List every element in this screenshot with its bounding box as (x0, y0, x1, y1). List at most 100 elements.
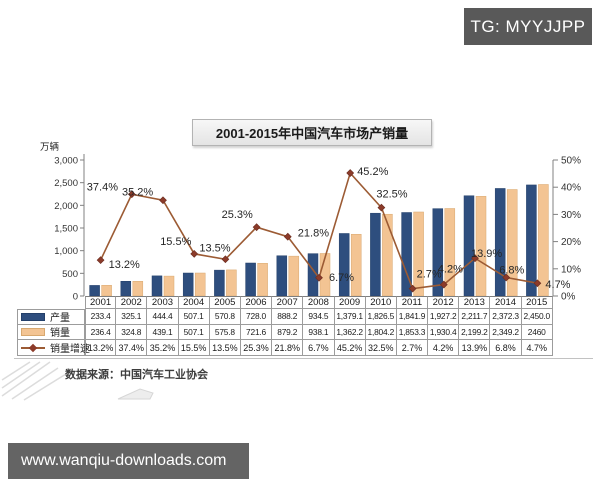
left-axis-tick-label: 3,000 (54, 156, 78, 167)
right-axis-tick-label: 50% (561, 156, 581, 167)
table-value: 15.5% (180, 342, 207, 353)
table-value: 507.1 (183, 311, 204, 322)
bar-production (151, 275, 163, 297)
growth-value-cell: 25.3% (240, 340, 273, 356)
table-value: 570.8 (214, 311, 235, 322)
year-header-cell: 2015 (521, 296, 553, 309)
growth-line-marker (315, 273, 323, 282)
production-value-cell: 1,826.5 (365, 309, 397, 325)
production-value-cell: 2,372.3 (490, 309, 522, 325)
bar-production (463, 195, 475, 297)
right-axis-tick-label: 30% (561, 210, 581, 221)
growth-point-label: 25.3% (222, 209, 253, 221)
bar-sales (350, 233, 362, 297)
year-label: 2009 (339, 297, 361, 308)
sales-value-cell: 324.8 (116, 324, 148, 340)
sales-value-cell: 2,199.2 (459, 324, 491, 340)
sales-value-cell: 1,362.2 (334, 324, 366, 340)
production-value-cell: 1,841.9 (396, 309, 429, 325)
growth-line-marker (533, 279, 542, 288)
table-value: 4.7% (526, 342, 547, 353)
production-value-cell: 570.8 (209, 309, 241, 325)
growth-value-cell: 13.9% (459, 340, 491, 356)
growth-line-marker (283, 232, 292, 241)
year-label: 2004 (183, 297, 205, 308)
table-value: 1,853.3 (398, 326, 426, 337)
table-value: 728.0 (246, 311, 267, 322)
table-value: 6.8% (495, 342, 516, 353)
table-value: 6.7% (308, 342, 329, 353)
watermark-sketch-line (1, 361, 41, 389)
bar-sales (194, 272, 206, 297)
telegram-watermark-badge: TG: MYYJJPP (464, 8, 592, 45)
table-value: 21.8% (274, 342, 300, 353)
growth-line-marker (96, 256, 105, 264)
table-value: 324.8 (121, 326, 142, 337)
growth-line-marker (439, 280, 448, 289)
growth-point-label: 15.5% (160, 236, 191, 248)
bar-production (494, 188, 506, 297)
chart-data-table: 2001 2002 2003 2004 2005 2006 2007 2008 2009 2010… (17, 296, 553, 356)
table-value: 25.3% (243, 342, 269, 353)
sales-value-cell: 1,804.2 (365, 324, 397, 340)
bar-production (89, 285, 100, 297)
sales-value-cell: 439.1 (147, 324, 179, 340)
growth-line-marker (159, 196, 167, 205)
legend-cell-production: 产量 (17, 309, 85, 325)
growth-point-label: 21.8% (298, 228, 329, 240)
table-value: 13.5% (212, 342, 238, 353)
growth-point-label: 6.7% (329, 272, 354, 284)
bar-production (370, 212, 381, 297)
growth-point-label: 4.7% (545, 279, 570, 291)
year-label: 2015 (526, 297, 548, 308)
growth-line-marker (346, 169, 355, 177)
bar-sales (257, 263, 268, 297)
year-header-cell: 2007 (272, 296, 304, 309)
growth-value-cell: 6.7% (303, 340, 335, 356)
sales-value-cell: 879.2 (272, 324, 304, 340)
legend-label: 销量增速 (50, 344, 90, 355)
production-bar-swatch (21, 312, 45, 321)
growth-line-marker (252, 223, 261, 232)
sales-value-cell: 938.1 (303, 324, 335, 340)
year-header-cell: 2013 (459, 296, 491, 309)
sales-value-cell: 507.1 (178, 324, 210, 340)
table-value: 4.2% (432, 342, 454, 353)
growth-value-cell: 4.2% (428, 340, 460, 356)
year-header-cell: 2012 (428, 296, 460, 309)
table-value: 37.4% (118, 342, 145, 353)
table-value: 1,826.5 (367, 311, 395, 322)
growth-point-label: 13.5% (199, 242, 230, 254)
year-header-cell: 2011 (396, 296, 429, 309)
sales-value-cell: 2460 (521, 324, 553, 340)
bar-production (432, 208, 444, 297)
growth-point-label: 13.2% (109, 259, 140, 271)
website-watermark-banner: www.wanqiu-downloads.com (8, 443, 249, 479)
table-corner-cell (17, 296, 85, 309)
growth-line-marker (377, 203, 386, 212)
growth-line-marker (471, 254, 479, 263)
growth-value-cell: 6.8% (490, 340, 522, 356)
growth-value-cell: 32.5% (365, 340, 397, 356)
year-header-cell: 2003 (147, 296, 179, 309)
year-label: 2005 (214, 297, 236, 308)
growth-swatch-marker (28, 343, 38, 352)
table-value: 938.1 (308, 326, 329, 337)
watermark-sketch-line (1, 361, 31, 381)
bar-sales (382, 213, 393, 297)
growth-value-cell: 35.2% (147, 340, 179, 356)
production-value-cell: 507.1 (178, 309, 210, 325)
table-value: 575.8 (214, 326, 235, 337)
table-value: 1,804.2 (367, 326, 395, 337)
year-label: 2011 (401, 297, 423, 308)
sales-value-cell: 1,853.3 (396, 324, 429, 340)
right-axis-tick-label: 20% (561, 237, 581, 248)
year-label: 2003 (151, 297, 174, 308)
growth-value-cell: 13.5% (209, 340, 241, 356)
table-value: 2,199.2 (461, 326, 488, 337)
year-header-cell: 2002 (116, 296, 148, 309)
telegram-watermark-text: TG: MYYJJPP (470, 16, 586, 36)
growth-line-marker (221, 255, 230, 264)
growth-point-label: 45.2% (357, 166, 388, 178)
